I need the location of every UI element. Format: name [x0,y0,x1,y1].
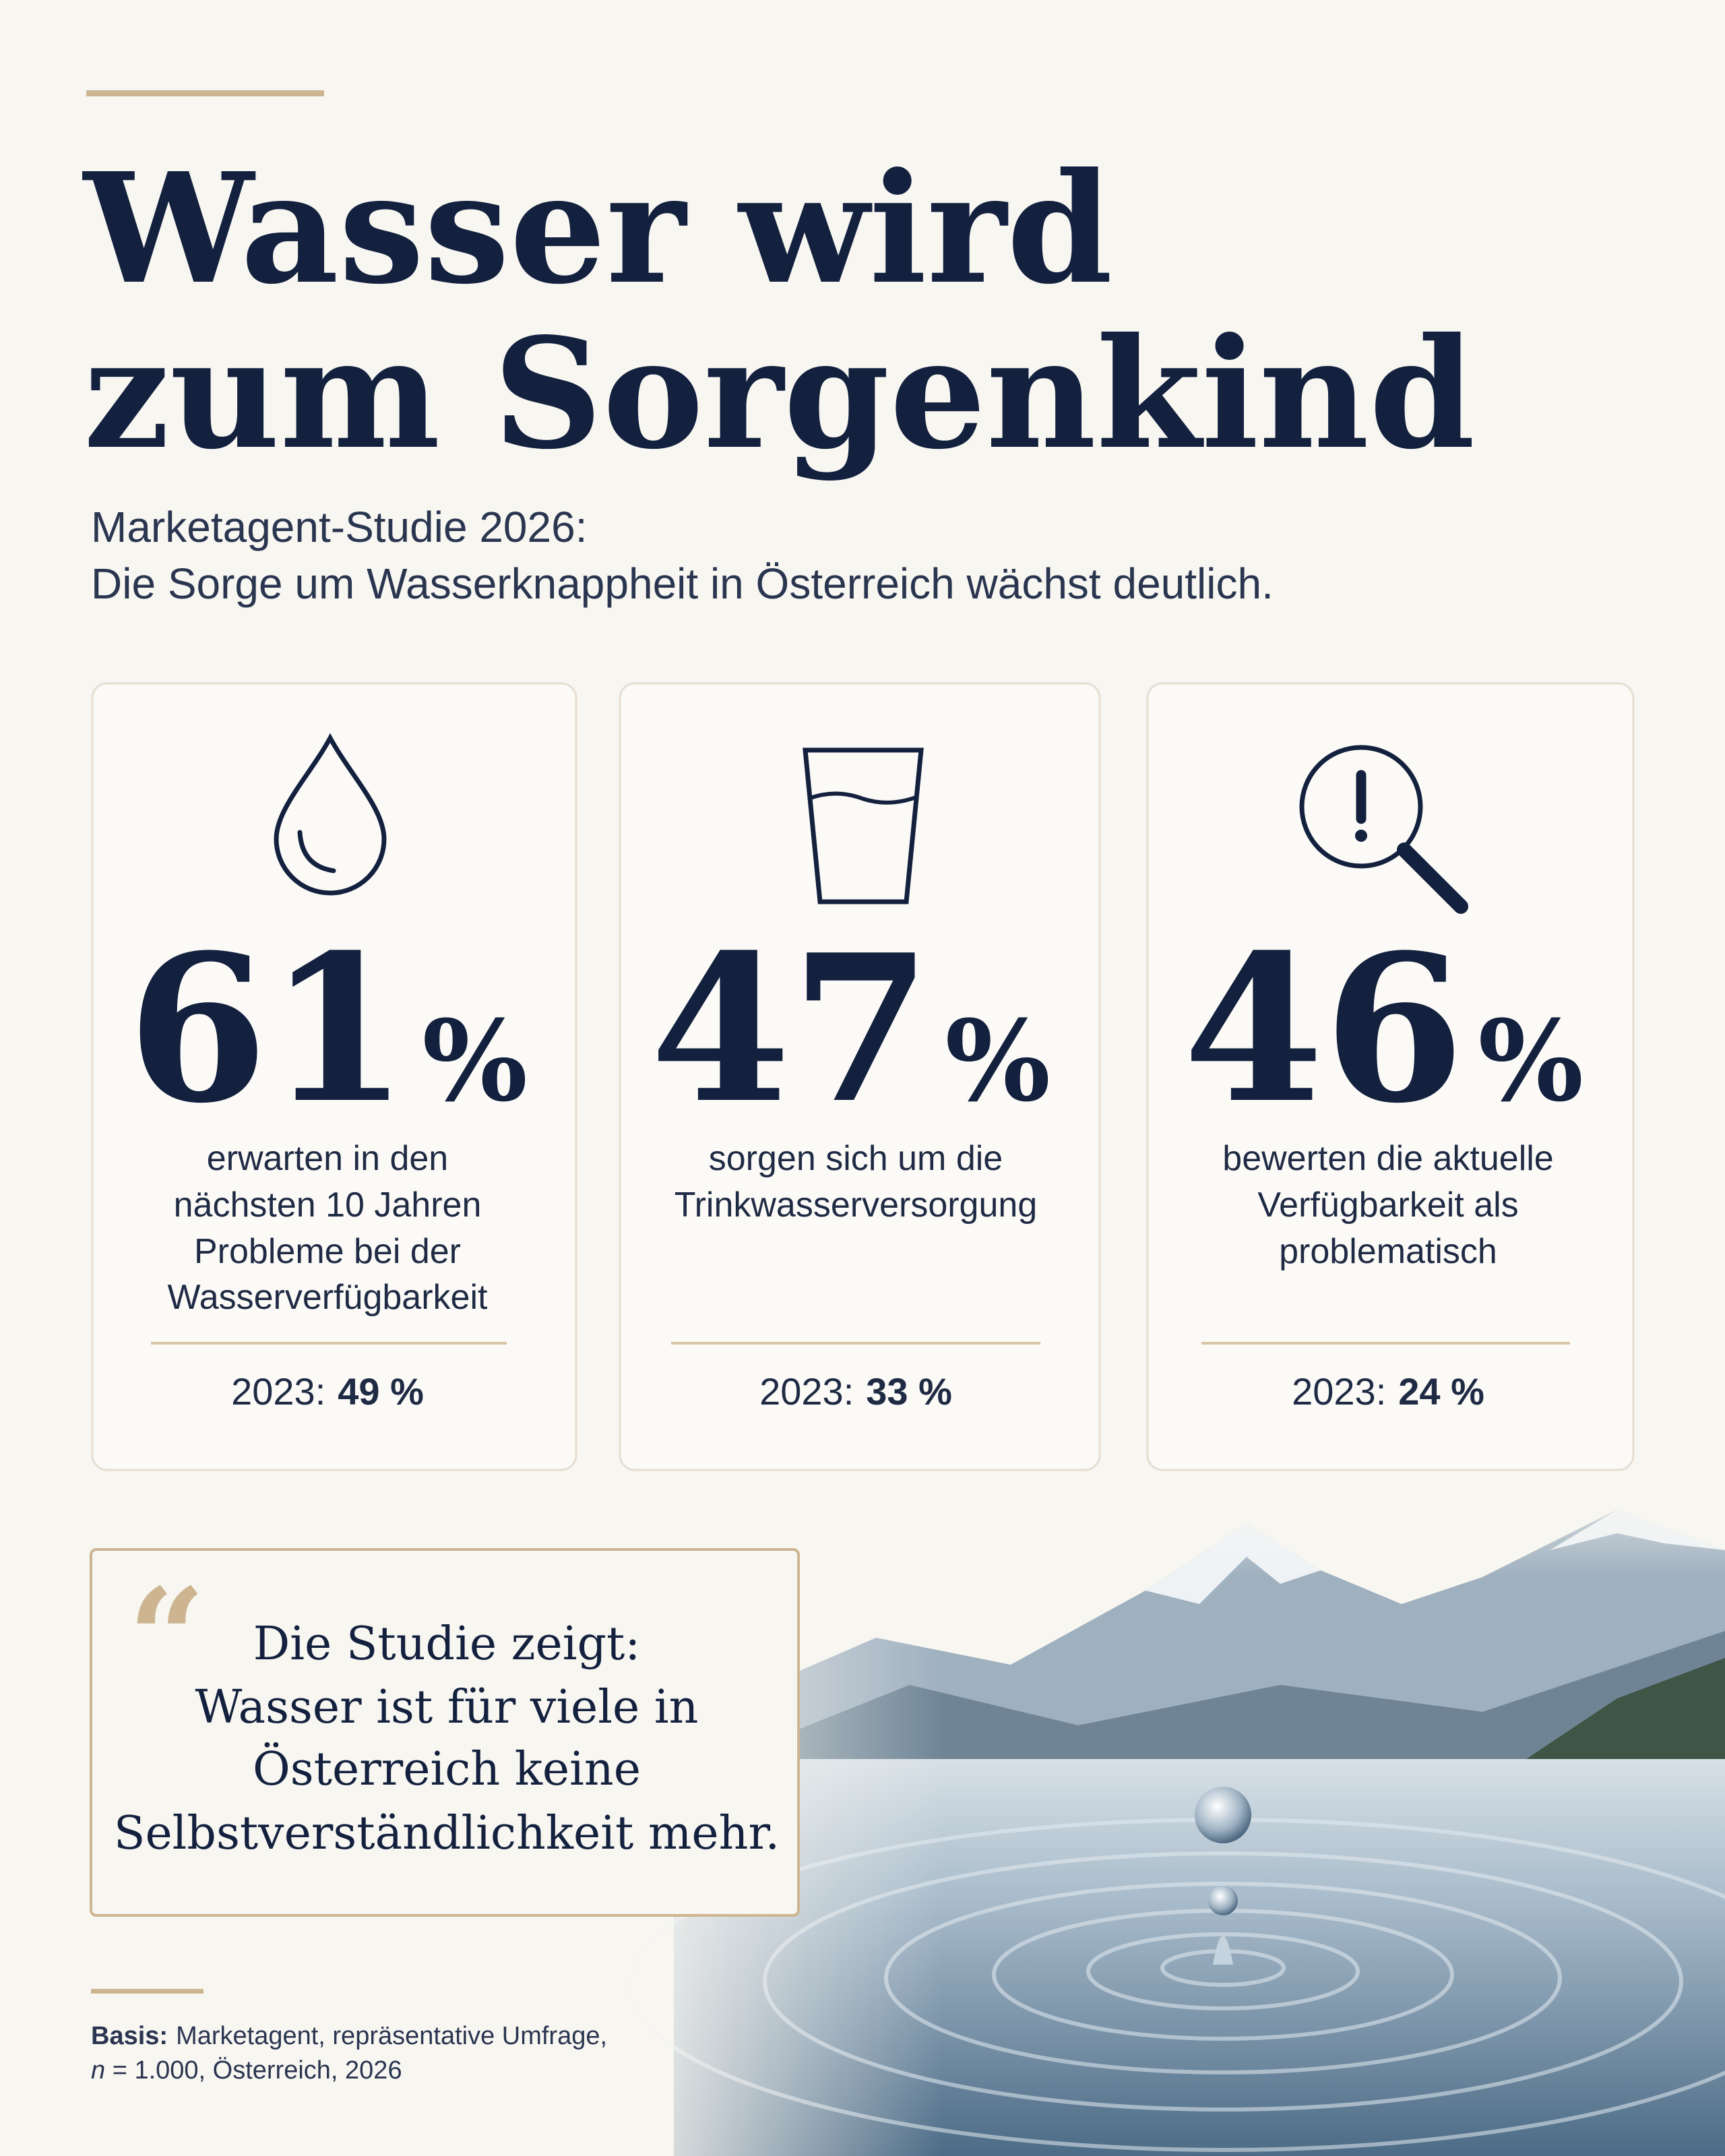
accent-line [91,1989,203,1994]
description: Verfügbarkeit als [1257,1185,1518,1225]
glass-icon [803,747,924,904]
previous-value: 49 % [338,1370,424,1413]
quote-line: Selbstverständlichkeit mehr. [114,1807,780,1860]
previous: 2023: 33 % [759,1370,952,1413]
previous: 2023: 24 % [1292,1370,1484,1413]
quote-line: Wasser ist für viele in [195,1681,699,1734]
accent-line [86,90,324,96]
subtitle: Die Sorge um Wasserknappheit in Österrei… [91,559,1274,608]
title: zum Sorgenkind [84,305,1475,483]
description: Trinkwasserversorgung [675,1185,1037,1225]
footnote: n = 1.000, Österreich, 2026 [91,2056,402,2085]
stat: 61% [127,910,528,1148]
description: Wasserverfügbarkeit [168,1278,488,1317]
previous-value: 33 % [866,1370,952,1413]
footnote-text: Marketagent, repräsentative Umfrage, [176,2022,607,2050]
stat-unit: % [1478,995,1583,1126]
alert-icon [1299,745,1423,869]
footnote-text: = 1.000, Österreich, 2026 [105,2056,402,2085]
description: bewerten die aktuelle [1222,1139,1553,1178]
previous: 2023: 49 % [231,1370,424,1413]
stat: 46% [1183,910,1583,1148]
description: Probleme bei der [194,1232,461,1271]
quote-line: Österreich keine [253,1743,641,1796]
card [91,682,577,1471]
card [1146,682,1635,1471]
description: problematisch [1279,1232,1497,1271]
stat-unit: % [945,995,1050,1126]
stat-unit: % [422,995,528,1126]
previous-value: 24 % [1398,1370,1484,1413]
quote-box [90,1548,800,1917]
card [619,682,1101,1471]
drop-icon [274,733,387,896]
stat-value: 46 [1183,910,1464,1148]
stat: 47% [650,910,1050,1148]
lake-scene [628,1510,1725,2156]
stat-value: 47 [650,910,931,1148]
footnote-variable: n [91,2056,105,2085]
stat-value: 61 [127,910,408,1148]
description: sorgen sich um die [709,1139,1003,1178]
description: erwarten in den [207,1139,448,1178]
quote-line: Die Studie zeigt: [253,1618,641,1671]
title: Wasser wird [82,140,1112,318]
subtitle: Marketagent-Studie 2026: [91,503,587,551]
previous-label: 2023: [759,1370,854,1413]
footnote: Basis: Marketagent, repräsentative Umfrag… [91,2022,607,2050]
description: nächsten 10 Jahren [174,1185,482,1225]
previous-label: 2023: [231,1370,325,1413]
quote-mark: “ [128,1559,206,1717]
footnote-label: Basis: [91,2022,168,2050]
previous-label: 2023: [1292,1370,1386,1413]
